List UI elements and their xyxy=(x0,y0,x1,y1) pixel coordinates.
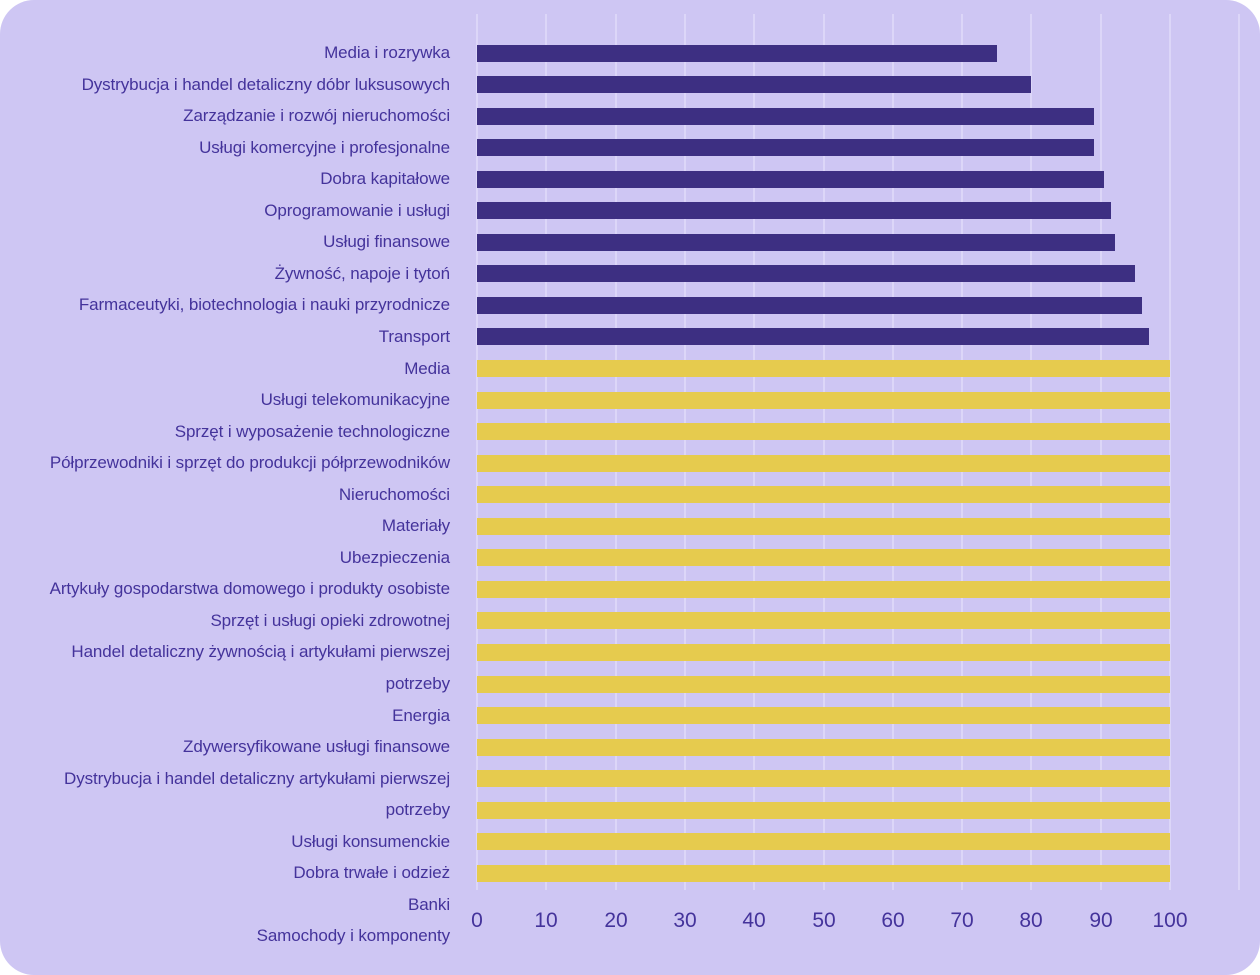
bar xyxy=(477,455,1170,472)
gridline xyxy=(1238,14,1240,890)
category-label: Dobra trwałe i odzież xyxy=(293,863,450,882)
bar xyxy=(477,707,1170,724)
category-label: Usługi finansowe xyxy=(323,232,450,251)
category-label: Żywność, napoje i tytoń xyxy=(274,264,450,283)
x-tick-label: 50 xyxy=(812,909,836,932)
bar xyxy=(477,171,1104,188)
bar xyxy=(477,328,1149,345)
category-label: Banki xyxy=(407,895,450,914)
bar xyxy=(477,108,1094,125)
category-label: Półprzewodniki i sprzęt do produkcji pół… xyxy=(49,453,450,472)
gridline xyxy=(476,14,478,890)
bar xyxy=(477,770,1170,787)
x-tick-label: 100 xyxy=(1152,909,1188,932)
x-tick-label: 60 xyxy=(881,909,905,932)
category-label: Samochody i komponenty xyxy=(256,926,451,945)
bar xyxy=(477,202,1111,219)
category-label: Sprzęt i wyposażenie technologiczne xyxy=(174,422,450,441)
category-label: potrzeby xyxy=(385,800,451,819)
gridline xyxy=(892,14,894,890)
bar xyxy=(477,644,1170,661)
gridline xyxy=(1030,14,1032,890)
gridline xyxy=(823,14,825,890)
x-tick-label: 40 xyxy=(742,909,766,932)
bar xyxy=(477,45,997,62)
gridline xyxy=(1100,14,1102,890)
x-tick-label: 30 xyxy=(673,909,697,932)
x-tick-label: 20 xyxy=(604,909,628,932)
x-tick-label: 70 xyxy=(950,909,974,932)
category-label: Media i rozrywka xyxy=(324,43,450,62)
x-tick-label: 80 xyxy=(1019,909,1043,932)
category-label: Usługi konsumenckie xyxy=(291,832,450,851)
bar xyxy=(477,739,1170,756)
category-label: potrzeby xyxy=(385,674,451,693)
bar xyxy=(477,423,1170,440)
category-label: Dystrybucja i handel detaliczny dóbr luk… xyxy=(81,75,451,94)
x-tick-label: 10 xyxy=(534,909,558,932)
bar xyxy=(477,486,1170,503)
bar xyxy=(477,833,1170,850)
bar xyxy=(477,360,1170,377)
category-label: Usługi komercyjne i profesjonalne xyxy=(199,138,450,157)
bar xyxy=(477,802,1170,819)
category-label: Dystrybucja i handel detaliczny artykuła… xyxy=(64,769,450,788)
bar xyxy=(477,297,1142,314)
gridline xyxy=(1169,14,1171,890)
category-label: Energia xyxy=(392,706,450,725)
bar xyxy=(477,549,1170,566)
gridline xyxy=(615,14,617,890)
x-tick-label: 0 xyxy=(471,909,483,932)
category-label: Dobra kapitałowe xyxy=(320,169,450,188)
bar xyxy=(477,581,1170,598)
category-label: Transport xyxy=(378,327,450,346)
gridline xyxy=(753,14,755,890)
category-label: Artykuły gospodarstwa domowego i produkt… xyxy=(49,579,450,598)
bar xyxy=(477,612,1170,629)
bar xyxy=(477,518,1170,535)
gridline xyxy=(684,14,686,890)
x-tick-label: 90 xyxy=(1089,909,1113,932)
category-label: Sprzęt i usługi opieki zdrowotnej xyxy=(210,611,450,630)
bar xyxy=(477,676,1170,693)
category-label: Ubezpieczenia xyxy=(339,548,450,567)
gridline xyxy=(545,14,547,890)
category-label: Zdywersyfikowane usługi finansowe xyxy=(183,737,450,756)
bar xyxy=(477,265,1135,282)
bar xyxy=(477,139,1094,156)
category-label: Oprogramowanie i usługi xyxy=(264,201,450,220)
bar xyxy=(477,76,1031,93)
bar xyxy=(477,865,1170,882)
bar xyxy=(477,234,1115,251)
category-label: Handel detaliczny żywnością i artykułami… xyxy=(71,642,450,661)
category-label: Media xyxy=(404,359,450,378)
bar xyxy=(477,392,1170,409)
category-label: Zarządzanie i rozwój nieruchomości xyxy=(183,106,450,125)
gridline xyxy=(961,14,963,890)
category-label: Usługi telekomunikacyjne xyxy=(260,390,451,409)
category-label: Nieruchomości xyxy=(338,485,450,504)
category-label: Farmaceutyki, biotechnologia i nauki prz… xyxy=(78,295,450,314)
category-label: Materiały xyxy=(381,516,450,535)
